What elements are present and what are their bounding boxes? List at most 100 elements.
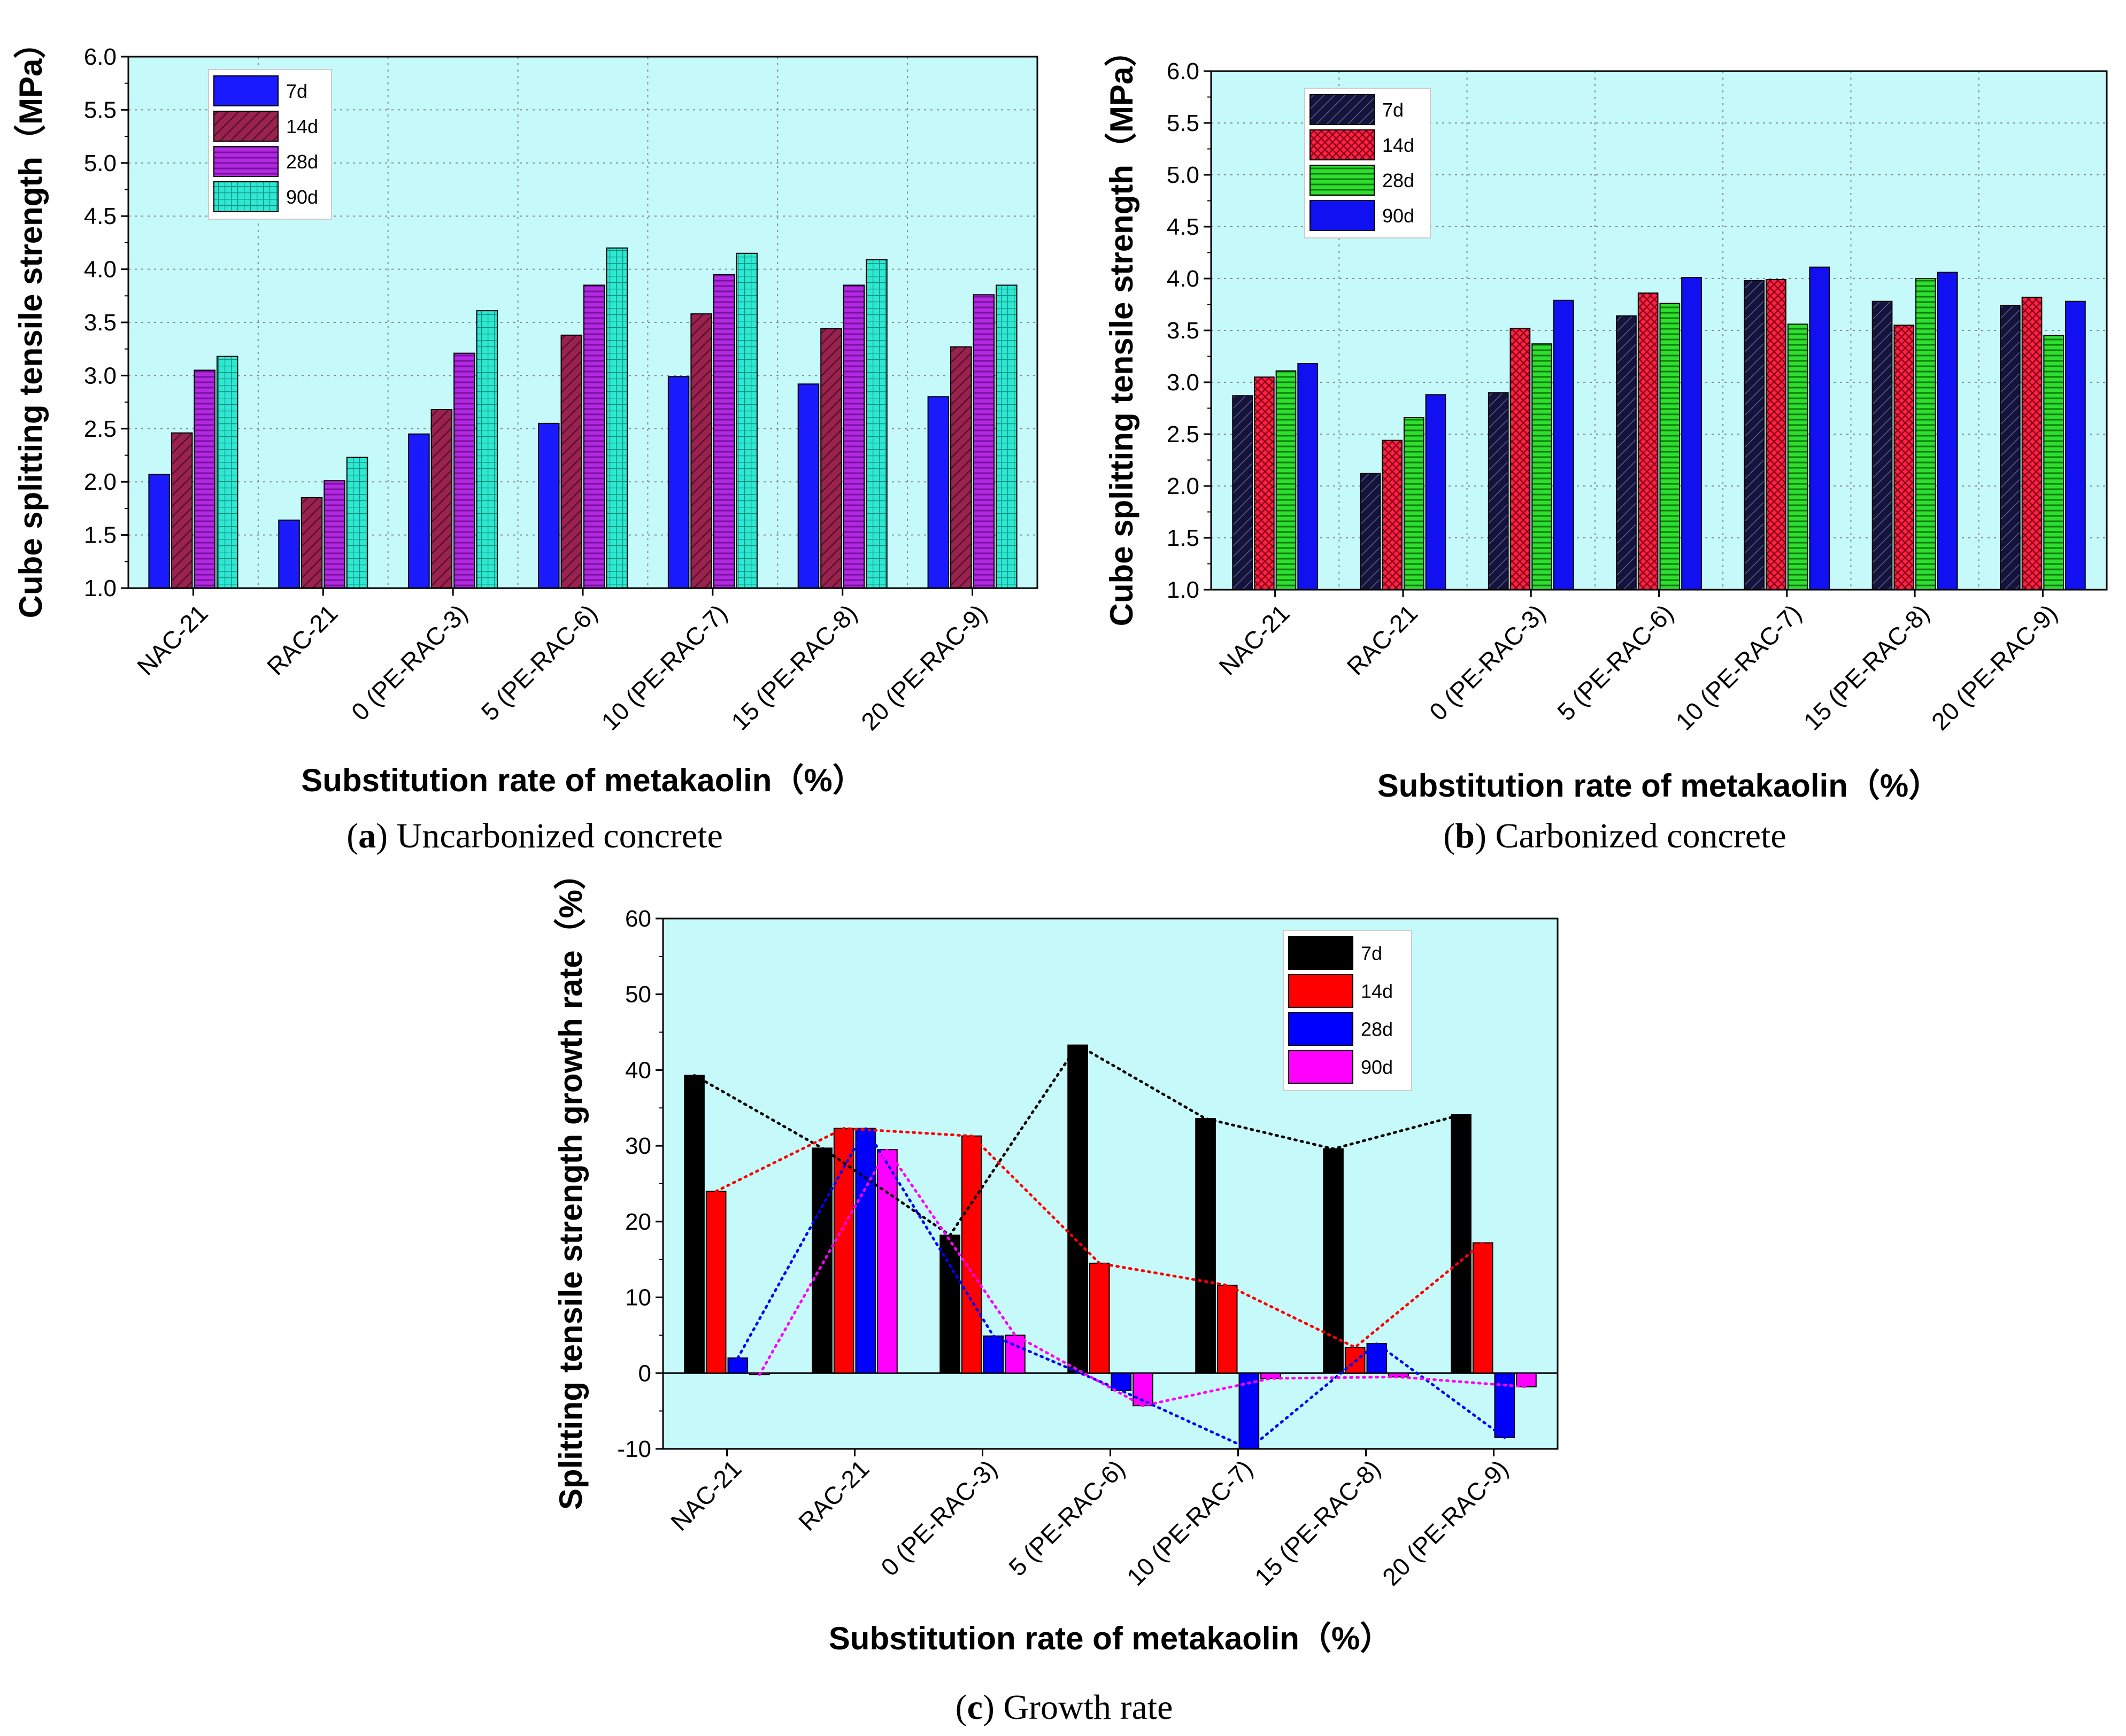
- x-category-label: 5 (PE-RAC-6): [476, 599, 603, 726]
- bar-28d-1: [1275, 370, 1297, 590]
- y-tick-label: 3.5: [1167, 318, 1199, 344]
- x-category-label: NAC-21: [1213, 599, 1295, 680]
- bar-7d-5: [667, 376, 690, 589]
- bar-90d-2: [346, 457, 368, 589]
- legend-swatch-7d: [1310, 94, 1375, 125]
- bar-28d-7: [2043, 335, 2065, 590]
- trend-line-90d: [758, 1147, 1528, 1407]
- legend-swatch-28d: [1310, 165, 1375, 196]
- bar-28d-3: [983, 1335, 1004, 1374]
- legend-label-28d: 28d: [286, 151, 318, 173]
- x-category-label: 20 (PE-RAC-9): [1926, 599, 2062, 735]
- bar-90d-4: [1681, 277, 1702, 590]
- bar-14d-5: [1766, 279, 1786, 590]
- bar-7d-1: [1232, 395, 1253, 590]
- x-category-label: 10 (PE-RAC-7): [1121, 1454, 1258, 1591]
- y-tick-label: 50: [625, 982, 651, 1008]
- chart-carbonized: 1.0 1.5 2.0 2.5 3.0 3.5 4.0 4.5 5.0 5.5 6.0 NAC-21 R…: [1104, 35, 2108, 804]
- bar-14d-3: [1509, 328, 1531, 590]
- caption-a: (a) Uncarbonized concrete: [346, 816, 723, 855]
- bar-28d-2: [855, 1128, 876, 1374]
- bar-7d-2: [1360, 473, 1381, 590]
- plot-background: [663, 919, 1558, 1449]
- x-category-label: 0 (PE-RAC-3): [1424, 599, 1551, 726]
- bar-90d-7: [996, 284, 1018, 589]
- bar-90d-6: [1388, 1372, 1409, 1378]
- bar-14d-5: [690, 313, 712, 589]
- x-category-label: 5 (PE-RAC-6): [1003, 1454, 1130, 1581]
- bar-90d-5: [1809, 266, 1830, 591]
- y-tick-label: 5.5: [84, 97, 117, 123]
- caption-c: (c) Growth rate: [956, 1688, 1173, 1727]
- x-category-label: 10 (PE-RAC-7): [596, 599, 732, 735]
- legend-swatch-28d: [1288, 1012, 1353, 1046]
- x-category-label: RAC-21: [1342, 599, 1423, 680]
- y-tick-label: 20: [625, 1209, 651, 1235]
- legend-swatch-14d: [213, 111, 279, 142]
- bar-14d-7: [1472, 1242, 1493, 1374]
- bar-90d-3: [1553, 299, 1574, 590]
- legend-swatch-7d: [1288, 936, 1353, 970]
- bar-14d-4: [1637, 292, 1659, 590]
- bar-90d-3: [1005, 1334, 1026, 1374]
- bar-90d-2: [877, 1149, 898, 1374]
- bar-14d-2: [301, 497, 323, 589]
- y-tick-label: 5.5: [1167, 110, 1199, 136]
- bar-7d-3: [939, 1235, 960, 1374]
- y-tick-label: 3.0: [1167, 369, 1199, 396]
- bar-14d-3: [430, 409, 453, 589]
- bar-28d-4: [1111, 1372, 1132, 1391]
- bar-7d-6: [797, 383, 820, 589]
- y-tick-label: 6.0: [1167, 58, 1199, 84]
- bar-7d-5: [1744, 280, 1765, 590]
- bar-90d-1: [216, 356, 238, 589]
- y-tick-label: 5.0: [1167, 162, 1199, 188]
- x-category-label: RAC-21: [261, 599, 343, 680]
- y-axis-title: Cube splitting tensile strength（MPa）: [1104, 35, 1139, 627]
- bar-7d-7: [927, 396, 950, 589]
- y-tick-label: 2.0: [1167, 473, 1199, 499]
- bar-14d-6: [820, 328, 842, 589]
- bar-90d-3: [476, 310, 498, 589]
- legend-label-14d: 14d: [286, 115, 318, 137]
- bar-28d-6: [1915, 278, 1936, 590]
- x-category-label: 5 (PE-RAC-6): [1552, 599, 1678, 726]
- y-tick-label: 1.5: [1167, 525, 1199, 551]
- bar-28d-6: [843, 284, 865, 589]
- y-tick-label: 1.5: [84, 522, 117, 549]
- trend-line-28d: [736, 1125, 1506, 1450]
- bar-7d-1: [148, 474, 170, 589]
- y-tick-label: 30: [625, 1133, 651, 1159]
- y-tick-label: 3.5: [84, 310, 117, 336]
- trend-line-14d: [714, 1127, 1484, 1349]
- bar-90d-2: [1425, 394, 1446, 591]
- y-tick-label: 2.5: [1167, 421, 1199, 447]
- y-tick-label: 4.0: [1167, 266, 1199, 292]
- legend-label-14d: 14d: [1361, 981, 1393, 1002]
- chart-uncarbonized: 1.0 1.5 2.0 2.5 3.0 3.5 4.0 4.5 5.0 5.5 6.0 NAC-21 R…: [13, 27, 1038, 798]
- x-category-label: 20 (PE-RAC-9): [856, 599, 992, 735]
- y-tick-label: 40: [625, 1057, 651, 1083]
- bar-14d-7: [2021, 296, 2043, 590]
- bar-14d-1: [705, 1191, 727, 1374]
- bar-90d-5: [736, 252, 758, 589]
- x-category-label: 15 (PE-RAC-8): [1249, 1454, 1385, 1591]
- bar-28d-5: [1787, 323, 1808, 590]
- x-category-label: 10 (PE-RAC-7): [1670, 599, 1806, 735]
- bar-7d-1: [684, 1075, 705, 1374]
- x-category-label: 0 (PE-RAC-3): [346, 599, 473, 726]
- y-tick-label: 1.0: [1167, 577, 1199, 603]
- bar-90d-7: [2065, 300, 2086, 590]
- bar-7d-3: [1488, 392, 1509, 591]
- legend-label-90d: 90d: [286, 186, 318, 208]
- y-tick-label: 4.5: [1167, 214, 1199, 240]
- legend-label-28d: 28d: [1361, 1019, 1393, 1040]
- bar-14d-6: [1893, 325, 1915, 590]
- x-axis-title: Substitution rate of metakaolin（%）: [1377, 768, 1940, 804]
- bar-7d-2: [812, 1147, 833, 1374]
- bar-7d-3: [408, 433, 430, 589]
- bar-90d-6: [1937, 272, 1958, 590]
- bar-28d-1: [727, 1357, 749, 1374]
- y-axis-title: Cube splitting tensile strength（MPa）: [13, 27, 49, 619]
- bar-14d-2: [833, 1128, 854, 1374]
